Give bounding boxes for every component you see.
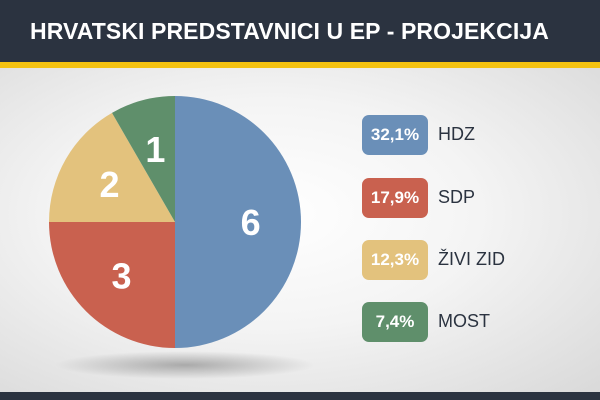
legend-item-most: 7,4% MOST: [362, 302, 562, 342]
pie-slice-sdp: [49, 222, 175, 348]
legend-label-zivi-zid: ŽIVI ZID: [438, 249, 505, 269]
pie-label--ivi-zid: 2: [100, 164, 120, 205]
pie-label-most: 1: [145, 129, 165, 170]
legend-badge-hdz: 32,1%: [362, 115, 428, 155]
legend-label-most: MOST: [438, 311, 490, 331]
legend-badge-sdp: 17,9%: [362, 178, 428, 218]
legend-item-hdz: 32,1% HDZ: [362, 115, 562, 155]
accent-stripe: [0, 62, 600, 68]
legend-item-sdp: 17,9% SDP: [362, 178, 562, 218]
pie-slice--ivi-zid: [49, 112, 175, 222]
footer-bar: [0, 392, 600, 400]
pie-slices: 6 3 21: [49, 96, 301, 348]
legend-label-sdp: SDP: [438, 187, 476, 207]
legend-label-hdz: HDZ: [438, 124, 475, 144]
pie-shadow: [55, 351, 315, 379]
chart-title: HRVATSKI PREDSTAVNICI U EP - PROJEKCIJA: [30, 18, 549, 44]
pie-label-hdz: 6: [241, 202, 261, 243]
pie-slice-most: [112, 96, 175, 222]
pie-slice-hdz: [175, 96, 301, 348]
pie-label-sdp: 3: [112, 255, 132, 296]
header-bar: HRVATSKI PREDSTAVNICI U EP - PROJEKCIJA: [0, 0, 600, 62]
legend-badge-zivi-zid: 12,3%: [362, 240, 428, 280]
legend-badge-most: 7,4%: [362, 302, 428, 342]
legend-item-zivi-zid: 12,3% ŽIVI ZID: [362, 240, 562, 280]
